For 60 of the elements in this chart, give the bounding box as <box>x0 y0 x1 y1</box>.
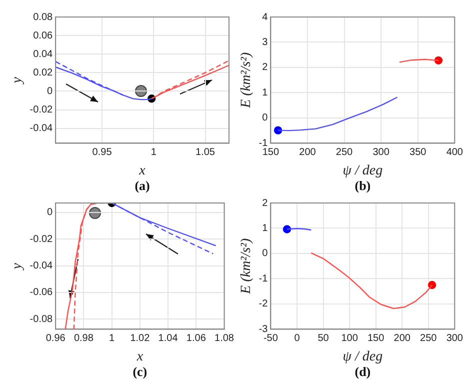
y-tick-label: 0.04 <box>33 48 54 60</box>
y-tick-label: -1 <box>258 138 268 149</box>
x-tick-label: 200 <box>299 146 316 158</box>
x-tick-label: 350 <box>410 146 427 158</box>
x-axis-title: x <box>138 163 146 178</box>
y-tick-label: -0.02 <box>30 234 54 245</box>
x-axis-title: x <box>136 349 144 364</box>
y-tick-label: -0.02 <box>30 104 54 116</box>
x-tick-label: -50 <box>263 332 278 344</box>
y-tick-label: 1 <box>262 87 268 98</box>
y-axis-title: y <box>10 76 26 86</box>
text: (c) <box>132 364 148 379</box>
x-tick-label: 250 <box>336 146 354 158</box>
x-tick-label: 400 <box>446 146 464 158</box>
x-tick-label: 300 <box>372 146 390 158</box>
y-tick-label: 0 <box>47 207 54 218</box>
y-tick-label: 0.06 <box>33 30 54 42</box>
x-tick-label: 1 <box>109 332 116 344</box>
x-tick-label: 100 <box>341 332 358 344</box>
y-tick-label: 0 <box>262 112 268 124</box>
x-tick-label: 0.98 <box>74 332 94 344</box>
x-tick-label: 0 <box>294 332 300 344</box>
y-tick-label: 1 <box>262 222 268 234</box>
x-tick-label: 1.05 <box>196 146 216 158</box>
x-tick-label: 300 <box>446 332 464 344</box>
x-tick-label: 250 <box>420 332 438 344</box>
y-tick-label: -0.08 <box>30 314 54 325</box>
x-tick-label: 50 <box>318 332 330 344</box>
x-tick-label: 1.04 <box>158 332 178 344</box>
x-tick-label: 0.95 <box>92 146 112 158</box>
x-tick-label: 200 <box>394 332 411 344</box>
x-tick-label: 1 <box>150 146 157 158</box>
y-tick-label: -2 <box>258 298 268 310</box>
x-tick-label: 150 <box>367 332 385 344</box>
x-tick-label: 150 <box>262 146 280 158</box>
x-tick-label: 1.08 <box>214 332 234 344</box>
y-axis-title: y <box>10 262 26 272</box>
text: (b) <box>354 178 371 193</box>
y-tick-label: 0 <box>47 86 54 97</box>
y-axis-title: E (km²/s²) <box>239 52 254 109</box>
y-tick-label: 0.02 <box>33 67 54 78</box>
x-tick-label: 1.06 <box>186 332 206 344</box>
x-axis-title: ψ / deg <box>342 163 383 178</box>
x-tick-label: 1.02 <box>130 332 150 344</box>
y-tick-label: 2 <box>262 62 268 74</box>
y-tick-label: 2 <box>262 198 268 209</box>
y-tick-label: 0.08 <box>33 12 54 23</box>
y-tick-label: -1 <box>258 273 268 284</box>
x-axis-title: ψ / deg <box>342 349 383 364</box>
y-tick-label: -0.06 <box>30 287 54 298</box>
y-tick-label: -0.04 <box>30 260 54 272</box>
y-tick-label: 3 <box>262 36 268 48</box>
y-tick-label: -0.04 <box>30 123 54 134</box>
text: (a) <box>134 178 150 193</box>
y-tick-label: -3 <box>258 324 268 335</box>
x-tick-label: 0.96 <box>46 332 66 344</box>
y-tick-label: 0 <box>262 248 268 260</box>
y-axis-title: E (km²/s²) <box>239 238 254 295</box>
y-tick-label: 4 <box>262 12 268 23</box>
text: (d) <box>354 364 371 379</box>
